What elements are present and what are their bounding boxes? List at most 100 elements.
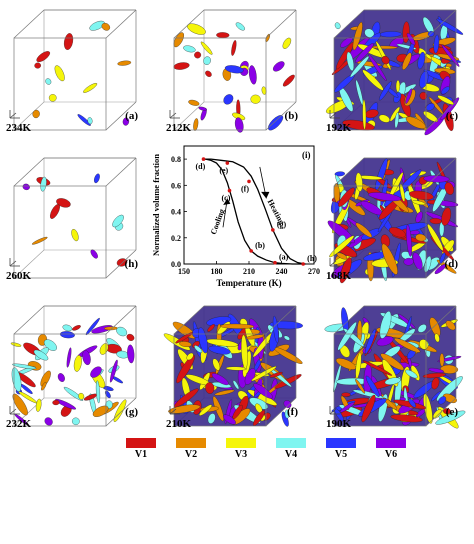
y-tick-label: 0.4 xyxy=(171,208,181,217)
martensite-plates xyxy=(32,20,132,126)
variant-plate xyxy=(12,363,37,370)
cube-panel-g: 232K (g) xyxy=(0,296,150,436)
panel-tag: (c) xyxy=(445,110,458,122)
variant-plate xyxy=(394,112,399,129)
variant-plate xyxy=(56,198,71,208)
cube-frame xyxy=(333,305,457,427)
variant-plate xyxy=(438,396,447,405)
cube-render xyxy=(13,9,137,131)
state-point xyxy=(271,228,275,232)
variant-plate xyxy=(193,118,199,131)
variant-plate xyxy=(339,402,355,413)
state-point-label: (h) xyxy=(307,254,317,263)
y-axis-label: Normalized volume fraction xyxy=(151,154,161,256)
variant-plate xyxy=(381,243,398,275)
legend-item: V1 xyxy=(120,436,162,462)
axis-triad-icon xyxy=(6,404,24,416)
legend-label: V4 xyxy=(284,449,298,460)
variant-plate xyxy=(175,332,193,344)
variant-plate xyxy=(71,228,79,242)
cube-render xyxy=(13,157,137,279)
cube-frame xyxy=(173,305,297,427)
axis-triad-icon xyxy=(326,108,344,120)
cube-panel-a: 234K (a) xyxy=(0,0,150,140)
variant-plate xyxy=(31,236,48,245)
axis-triad-icon xyxy=(326,404,344,416)
variant-plate xyxy=(116,326,128,337)
variant-plate xyxy=(423,175,450,183)
variant-plate xyxy=(253,383,273,399)
cube-panel-e: 190K (e) xyxy=(320,296,470,436)
variant-plate xyxy=(427,223,444,251)
variant-plate xyxy=(122,117,130,126)
variant-plate xyxy=(379,81,392,101)
variant-plate xyxy=(35,398,42,412)
variant-plate xyxy=(405,116,426,129)
legend-item: V4 xyxy=(270,436,312,462)
martensite-plates xyxy=(173,22,295,133)
variant-plate xyxy=(174,388,199,408)
variant-plate xyxy=(355,352,362,379)
variant-plate xyxy=(272,61,285,72)
variant-plate xyxy=(179,341,192,347)
volume-fraction-chart: 150 180 210 240 270 0.0 0.2 0.4 0.6 0.8 Temperatur… xyxy=(150,140,320,300)
legend-item: V3 xyxy=(220,436,262,462)
variant-plate xyxy=(251,366,277,382)
variant-plate xyxy=(282,74,295,87)
variant-plate xyxy=(402,52,412,70)
variant-plate xyxy=(40,176,47,192)
variant-plate xyxy=(126,333,135,341)
variant-plate xyxy=(90,366,102,378)
variant-plate xyxy=(388,227,406,238)
variant-plate xyxy=(234,117,244,133)
variant-plate xyxy=(381,55,390,65)
axis-triad-icon xyxy=(166,108,184,120)
variant-plate xyxy=(327,220,355,244)
variant-plate xyxy=(383,397,398,410)
variant-plate xyxy=(394,337,421,353)
variant-plate xyxy=(207,324,215,332)
variant-plate xyxy=(434,264,447,275)
y-tick-label: 0.6 xyxy=(171,181,181,190)
variant-plate xyxy=(282,37,292,49)
variant-plate xyxy=(361,394,376,423)
variant-plate xyxy=(436,18,464,35)
legend-swatch xyxy=(276,438,306,448)
variant-plate xyxy=(231,40,237,56)
panel-tag: (f) xyxy=(287,406,298,418)
panel-temperature: 190K xyxy=(326,418,352,430)
heating-curve xyxy=(203,158,306,265)
legend-swatch xyxy=(226,438,256,448)
variant-plate xyxy=(355,43,374,63)
variant-plate xyxy=(212,358,221,371)
variant-plate xyxy=(441,44,460,67)
variant-plate xyxy=(409,190,434,200)
cube-panel-h: 260K (h) xyxy=(0,148,150,288)
y-tick-label: 0.2 xyxy=(171,234,181,243)
variant-plate xyxy=(48,94,57,102)
cube-panel-d: 168K (d) xyxy=(320,148,470,288)
panel-tag: (e) xyxy=(445,406,458,418)
variant-plate xyxy=(55,398,76,410)
axis-triad-icon xyxy=(6,108,24,120)
variant-plate xyxy=(405,369,418,379)
state-point-label: (e) xyxy=(219,166,228,175)
variant-plate xyxy=(203,56,211,65)
variant-plate xyxy=(334,408,344,422)
panel-tag: (g) xyxy=(125,406,138,418)
variant-plate xyxy=(355,222,373,238)
variant-plate xyxy=(329,235,355,258)
state-point-label: (d) xyxy=(196,162,206,171)
variant-plate xyxy=(235,22,245,31)
variant-plate xyxy=(211,373,229,386)
variant-plate xyxy=(269,371,283,378)
variant-plate xyxy=(428,367,444,373)
variant-plate xyxy=(412,200,426,206)
variant-plate xyxy=(89,20,105,31)
variant-plate xyxy=(224,65,244,74)
variant-plate xyxy=(253,410,266,426)
variant-plate xyxy=(214,389,235,396)
variant-plate xyxy=(440,364,459,374)
variant-plate xyxy=(379,311,392,339)
variant-plate xyxy=(403,257,414,266)
